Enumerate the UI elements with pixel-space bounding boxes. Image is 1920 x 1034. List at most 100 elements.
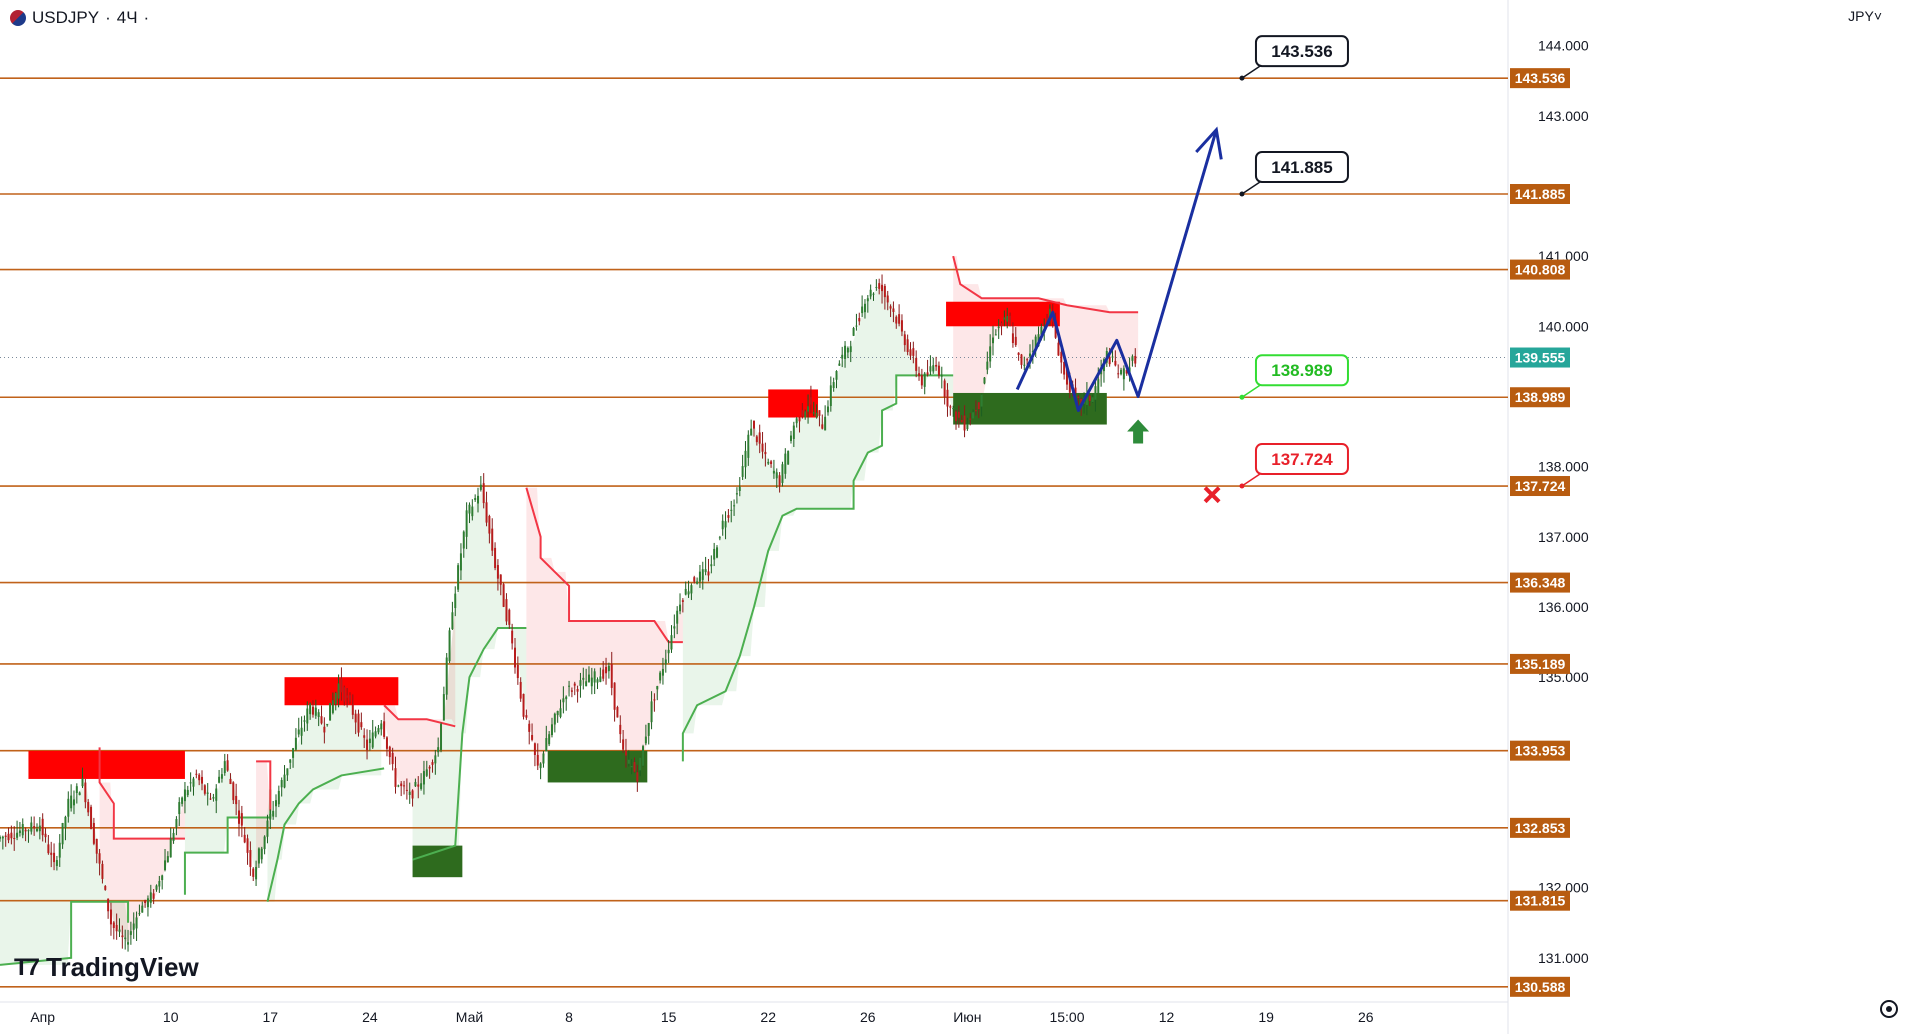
y-tick-label-6: 136.000 <box>1538 599 1589 615</box>
timeframe-label[interactable]: 4Ч <box>116 8 138 27</box>
support-zone-2 <box>412 845 463 878</box>
candle-body <box>55 860 58 866</box>
candle-body <box>659 672 662 681</box>
candle-body <box>562 698 565 703</box>
x-tick-label-7: 22 <box>760 1009 776 1025</box>
level-price-tag-9: 131.815 <box>1515 893 1566 909</box>
level-price-tag-9-bg <box>1510 890 1570 911</box>
candle-body <box>838 363 841 366</box>
candle-body <box>568 685 571 687</box>
candle-body <box>528 723 531 732</box>
y-tick-label-4: 138.000 <box>1538 459 1589 475</box>
candle-body <box>368 738 371 744</box>
candle-body <box>226 760 229 771</box>
candle-body <box>1034 336 1037 350</box>
candle-body <box>533 743 536 755</box>
candle-body <box>733 505 736 507</box>
candle-body <box>112 922 115 929</box>
candle-body <box>24 829 27 832</box>
symbol-label[interactable]: USDJPY <box>32 8 100 27</box>
candle-body <box>599 676 602 682</box>
candle-body <box>348 695 351 702</box>
axis-currency-label[interactable]: JPY˅ <box>1848 8 1882 24</box>
candle-body <box>878 283 881 289</box>
x-tick-label-4: Май <box>456 1009 483 1025</box>
candle-body <box>152 893 155 899</box>
candle-body <box>570 690 573 692</box>
candle-body <box>898 314 901 324</box>
x-tick-label-12: 19 <box>1258 1009 1274 1025</box>
candle-body <box>146 898 149 908</box>
candle-body <box>525 715 528 718</box>
candle-body <box>16 832 19 838</box>
candle-body <box>969 418 972 420</box>
candle-body <box>989 346 992 362</box>
candle-body <box>1088 395 1091 401</box>
candle-body <box>997 326 1000 328</box>
candle-body <box>787 450 790 465</box>
candle-body <box>192 778 195 787</box>
candle-body <box>371 732 374 748</box>
candle-body <box>585 681 588 687</box>
candle-body <box>67 798 70 817</box>
callout-leader-2 <box>1241 384 1261 398</box>
candle-body <box>587 674 590 682</box>
candle-body <box>900 320 903 332</box>
candle-body <box>58 842 61 858</box>
support-band-2 <box>267 685 382 902</box>
candle-body <box>354 713 357 723</box>
candle-body <box>260 848 263 860</box>
candle-body <box>306 708 309 724</box>
candle-body <box>966 423 969 430</box>
candle-body <box>149 892 152 903</box>
candle-body <box>735 493 738 495</box>
buy-arrow-icon <box>1127 419 1150 444</box>
candle-body <box>531 735 534 740</box>
candle-body <box>775 472 778 479</box>
tradingview-mark-icon: T7 <box>14 953 40 981</box>
candle-body <box>337 683 340 699</box>
candle-body <box>451 612 454 630</box>
candle-body <box>647 723 650 736</box>
candle-body <box>1020 354 1023 365</box>
y-tick-label-9: 131.000 <box>1538 950 1589 966</box>
candle-body <box>664 659 667 665</box>
candle-body <box>983 377 986 384</box>
candle-body <box>687 591 690 595</box>
candle-body <box>795 418 798 424</box>
candle-body <box>169 838 172 858</box>
level-price-tag-7-bg <box>1510 740 1570 761</box>
level-price-tag-8: 132.853 <box>1515 820 1566 836</box>
candle-body <box>340 678 343 693</box>
candle-body <box>223 761 226 774</box>
candle-body <box>548 734 551 745</box>
candle-body <box>1077 396 1080 398</box>
candle-body <box>1006 316 1009 322</box>
candle-body <box>445 657 448 695</box>
candle-body <box>1011 333 1014 344</box>
settings-gear-icon[interactable] <box>1880 1000 1898 1018</box>
level-price-tag-0: 143.536 <box>1515 70 1566 86</box>
candle-body <box>630 765 633 768</box>
candle-body <box>1057 342 1060 356</box>
candle-body <box>92 822 95 844</box>
candle-body <box>929 366 932 372</box>
candle-body <box>753 420 755 429</box>
candle-body <box>422 771 425 785</box>
candle-body <box>807 406 810 412</box>
candle-body <box>698 571 701 582</box>
level-price-tag-1-bg <box>1510 184 1570 205</box>
candle-body <box>758 432 761 444</box>
trailing-stop-green-4 <box>681 374 954 762</box>
y-tick-label-0: 144.000 <box>1538 38 1589 54</box>
candle-body <box>809 397 812 405</box>
candle-body <box>403 785 406 787</box>
candle-body <box>385 737 388 749</box>
x-tick-label-0: Апр <box>30 1009 55 1025</box>
candle-body <box>881 284 884 292</box>
candle-body <box>334 692 337 705</box>
callout-anchor-2 <box>1239 394 1245 400</box>
candle-body <box>801 410 804 417</box>
candle-body <box>81 778 84 787</box>
